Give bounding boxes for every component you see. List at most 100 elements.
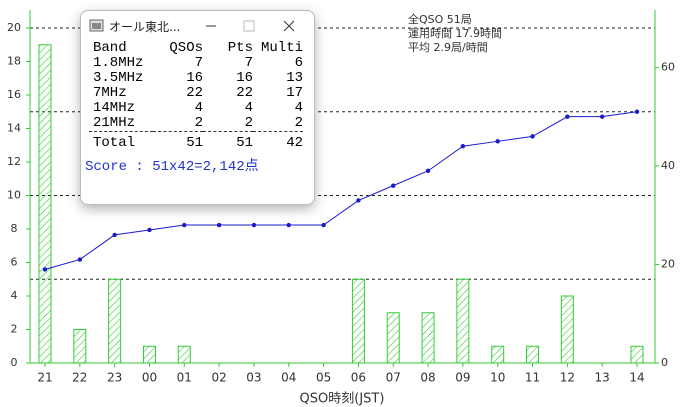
table-row (89, 131, 303, 136)
y2-tick-label: 60 (661, 60, 675, 73)
table-cell: 42 (286, 135, 303, 151)
bar (630, 345, 644, 364)
table-row: 3.5MHz 16 16 13 (89, 71, 303, 86)
table-row: 1.8MHz 7 7 6 (89, 56, 303, 71)
x-tick-label: 13 (595, 371, 610, 385)
table-row: Total 51 51 42 (89, 136, 303, 151)
y-tick-label: 14 (7, 122, 21, 135)
point (356, 198, 361, 203)
point (565, 114, 570, 119)
line (44, 111, 638, 270)
bar (351, 278, 365, 364)
score: Score : 51x42=2,142点 (85, 159, 259, 175)
table-cell: 2 (294, 115, 303, 131)
x-tick-label: 11 (525, 371, 540, 385)
table-cell: 4 (244, 100, 253, 116)
y-tick-label: 16 (7, 88, 21, 101)
bar (142, 345, 156, 364)
table-cell: 17 (286, 85, 303, 101)
table-row: 14MHz 4 4 4 (89, 101, 303, 116)
point (216, 222, 222, 228)
close-button[interactable] (284, 20, 295, 32)
score-table: Band QSOs Pts Multi 1.8MHz 7 7 6 3.5MHz 16 16 13 7MH… (89, 41, 303, 151)
x-tick-label: 22 (72, 371, 87, 385)
table-row: 7MHz 22 22 17 (89, 86, 303, 101)
table-cell: 7 (244, 55, 253, 71)
table-cell: 14MHz (93, 100, 136, 116)
table-cell: 16 (186, 70, 203, 86)
window[interactable]: オール東北... Band QSOs Pts Multi 1.8MHz 7 7 6 3.5MHz… (80, 10, 315, 205)
x-tick-label: 08 (420, 371, 435, 385)
table-cell: 3.5MHz (93, 70, 144, 86)
x-tick-label: 07 (386, 371, 401, 385)
y2-tick-label: 0 (661, 356, 668, 369)
x-tick-label: 09 (455, 371, 470, 385)
table-cell: Multi (260, 40, 303, 56)
x-tick-label: 02 (211, 371, 226, 385)
x-tick-label: 12 (560, 371, 575, 385)
maximize-button[interactable] (243, 20, 255, 32)
title-bar: オール東北... (81, 11, 314, 41)
table-row: Band QSOs Pts Multi (89, 41, 303, 56)
x-tick-label: 03 (246, 371, 261, 385)
table-cell: 22 (186, 85, 203, 101)
table-cell: 51 (186, 135, 203, 151)
bar (456, 278, 470, 364)
y-tick-label: 2 (11, 323, 18, 336)
bar (491, 345, 505, 364)
point (147, 227, 152, 233)
y-tick-label: 10 (7, 189, 21, 202)
x-tick-label: 23 (107, 371, 122, 385)
app-icon (89, 19, 104, 32)
point (391, 183, 396, 188)
table-cell: QSOs (169, 40, 203, 56)
table-cell: 7MHz (93, 85, 127, 101)
x-tick-label: 01 (177, 371, 192, 385)
y-tick-label: 4 (11, 289, 18, 302)
point (460, 144, 466, 149)
x-tick-label: 06 (351, 371, 366, 385)
table-cell: Pts (227, 40, 253, 56)
bar (108, 278, 122, 364)
bar (73, 329, 87, 364)
x-axis-label: QSO時刻(JST) (300, 392, 385, 407)
table-cell: 2 (194, 115, 203, 131)
point (530, 134, 535, 139)
point (251, 222, 257, 228)
table-row: 21MHz 2 2 2 (89, 116, 303, 132)
y-tick-label: 20 (7, 21, 21, 34)
x-tick-label: 21 (37, 371, 52, 385)
table-cell: Total (93, 135, 136, 151)
table-cell: 16 (236, 70, 253, 86)
point (599, 114, 605, 119)
table-cell: 4 (294, 100, 303, 116)
table-cell: Band (93, 40, 127, 56)
annotation: 運用時間 17.9時間 (408, 27, 502, 40)
point (425, 168, 431, 174)
table-cell: 7 (194, 55, 203, 71)
y-tick-label: 0 (11, 356, 18, 369)
table-cell: 4 (194, 100, 203, 116)
bar (526, 345, 540, 364)
bar (177, 345, 191, 364)
table-cell: 21MHz (93, 115, 136, 131)
y-tick-label: 18 (7, 55, 21, 68)
table-cell: 22 (236, 85, 253, 101)
x-tick-label: 00 (142, 371, 157, 385)
point (182, 222, 187, 228)
point (112, 232, 117, 238)
bar (38, 44, 52, 364)
y-tick-label: 8 (11, 222, 18, 235)
annotation: 平均 2.9局/時間 (408, 41, 488, 54)
y-tick-label: 12 (7, 155, 21, 168)
x-tick-label: 14 (629, 371, 644, 385)
x-tick-label: 05 (316, 371, 331, 385)
point (286, 222, 291, 228)
y2-tick-label: 40 (661, 159, 675, 172)
table-cell: 13 (286, 70, 303, 86)
annotation: 全QSO 51局 (408, 12, 472, 26)
point (634, 109, 640, 114)
x-tick-label: 04 (281, 371, 296, 385)
